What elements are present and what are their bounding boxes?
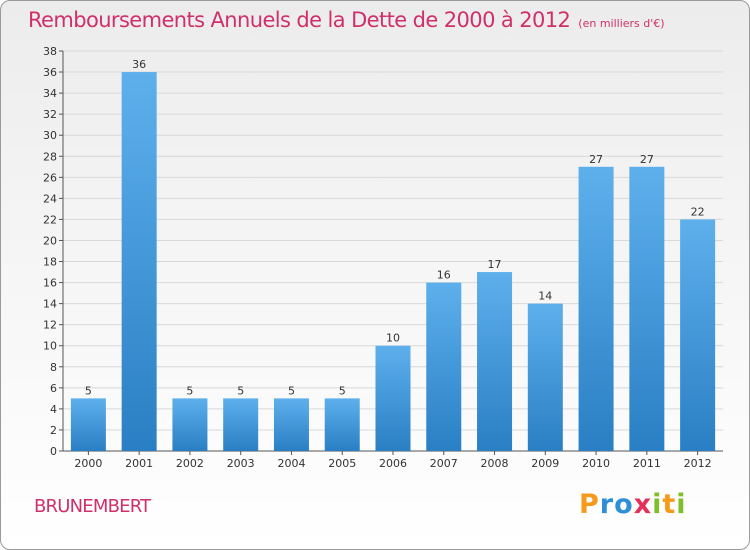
bar-value-label: 5 [186,384,193,397]
bar [121,72,157,451]
y-tick-label: 30 [43,129,57,142]
logo-letter: x [633,489,653,520]
proxiti-logo: Proxiti [579,489,687,520]
y-tick-label: 28 [43,150,57,163]
y-tick-label: 38 [43,45,57,58]
commune-name: BRUNEMBERT [34,496,151,517]
bar [527,303,563,451]
x-tick-label: 2003 [227,457,255,470]
y-tick-label: 18 [43,256,57,269]
logo-letter: i [676,489,687,520]
bar-value-label: 16 [437,269,451,282]
bar-value-label: 14 [538,290,552,303]
y-tick-label: 26 [43,171,57,184]
bar [273,398,309,451]
bar-value-label: 5 [85,384,92,397]
chart-title: Remboursements Annuels de la Dette de 20… [28,8,665,32]
bar [324,398,360,451]
x-tick-label: 2011 [633,457,661,470]
x-tick-label: 2007 [430,457,458,470]
x-tick-label: 2000 [74,457,102,470]
y-tick-label: 6 [50,382,57,395]
bar-value-label: 10 [386,332,400,345]
y-tick-label: 20 [43,234,57,247]
bar [172,398,208,451]
y-tick-label: 32 [43,108,57,121]
logo-letter: o [614,489,634,520]
labels: 0246810121416182022242628303234363852000… [43,45,712,470]
chart-subtitle: (en milliers d'€) [578,17,665,30]
bar-value-label: 27 [589,153,603,166]
bar-value-label: 5 [237,384,244,397]
bars [70,72,716,451]
y-tick-label: 10 [43,340,57,353]
bar [680,219,716,451]
y-tick-label: 8 [50,361,57,374]
bar [223,398,259,451]
x-tick-label: 2008 [481,457,509,470]
y-tick-label: 16 [43,277,57,290]
bar [578,166,614,451]
bar-value-label: 17 [488,258,502,271]
logo-letter: P [579,489,600,520]
bar-value-label: 5 [288,384,295,397]
x-tick-label: 2004 [277,457,305,470]
x-tick-label: 2012 [684,457,712,470]
x-tick-label: 2001 [125,457,153,470]
y-tick-label: 36 [43,66,57,79]
x-tick-label: 2009 [531,457,559,470]
bar [477,272,513,451]
bar [70,398,106,451]
bar-value-label: 27 [640,153,654,166]
y-tick-label: 34 [43,87,57,100]
bar [375,345,411,451]
x-tick-label: 2005 [328,457,356,470]
y-tick-label: 24 [43,192,57,205]
bar-value-label: 36 [132,58,146,71]
bar-value-label: 5 [339,384,346,397]
logo-letter: i [652,489,663,520]
y-tick-label: 22 [43,213,57,226]
x-tick-label: 2006 [379,457,407,470]
y-tick-label: 2 [50,424,57,437]
bar [426,282,462,451]
y-tick-label: 12 [43,319,57,332]
bar [629,166,665,451]
bar-value-label: 22 [691,205,705,218]
y-tick-label: 4 [50,403,57,416]
y-tick-label: 0 [50,445,57,458]
y-tick-label: 14 [43,298,57,311]
logo-letter: r [599,489,615,520]
x-tick-label: 2002 [176,457,204,470]
logo-letter: t [662,489,677,520]
x-tick-label: 2010 [582,457,610,470]
